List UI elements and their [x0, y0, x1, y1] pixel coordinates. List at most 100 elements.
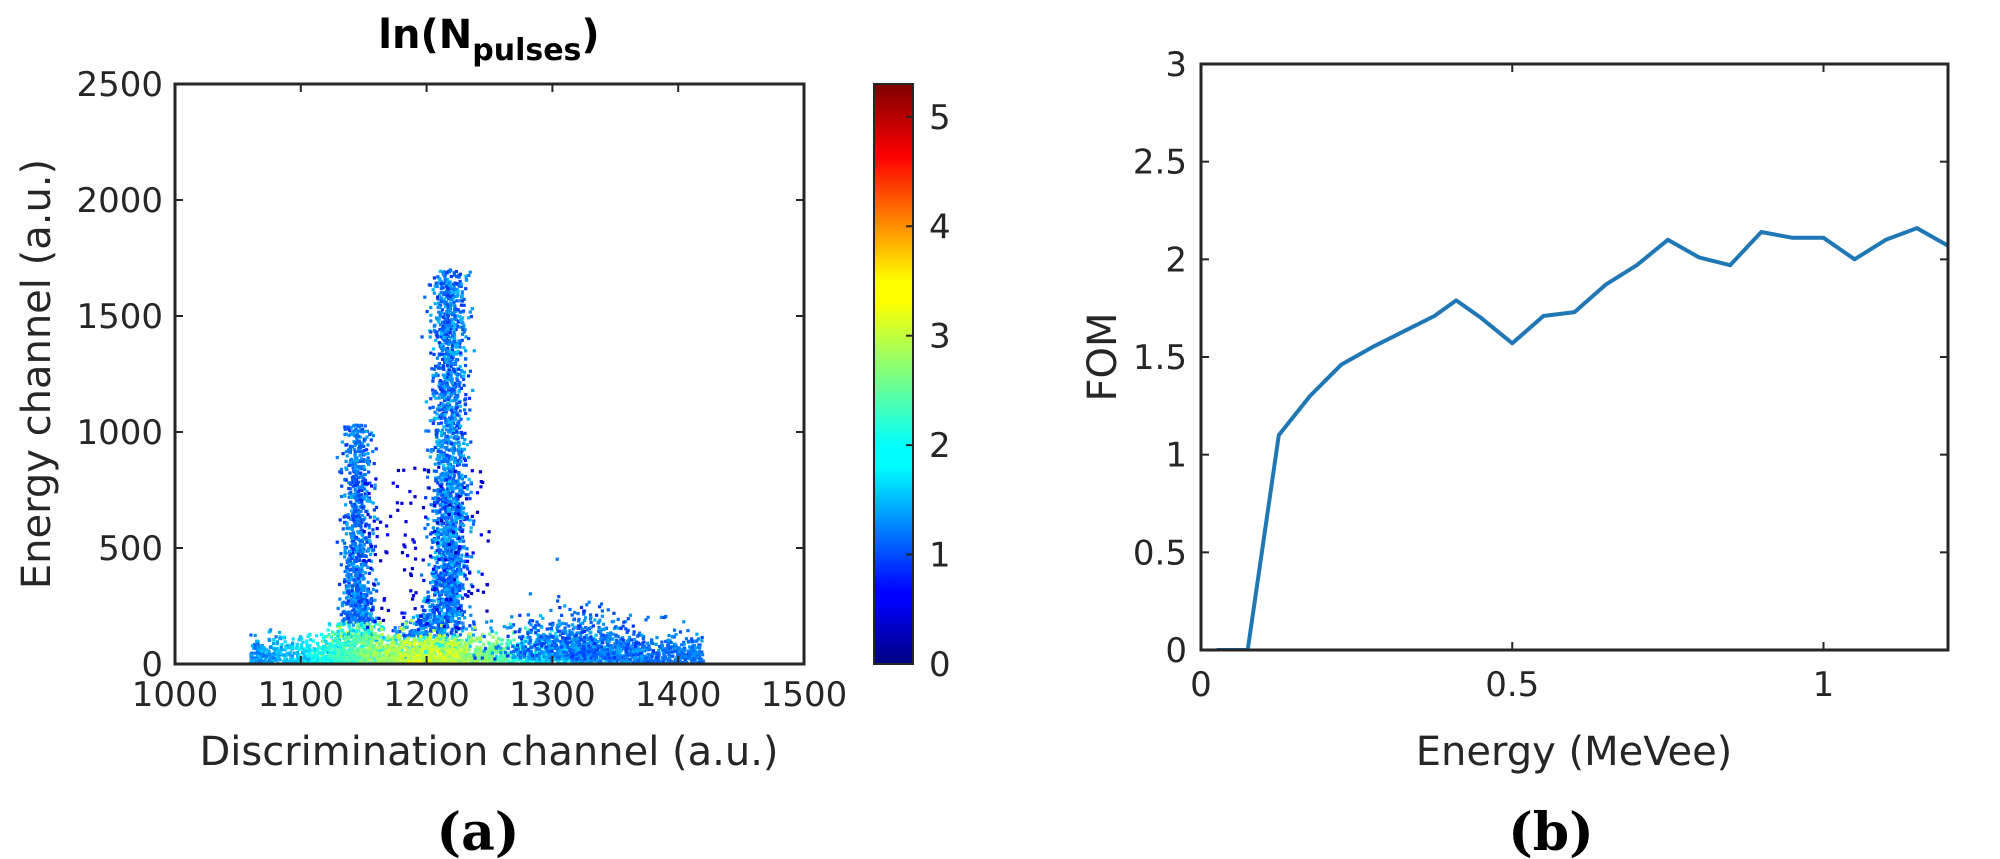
- density-point: [456, 274, 461, 278]
- density-point: [365, 598, 369, 602]
- density-point: [370, 568, 374, 572]
- density-point: [443, 573, 447, 577]
- density-point: [453, 448, 457, 452]
- density-point: [443, 312, 447, 316]
- density-point: [454, 307, 458, 311]
- density-point: [478, 658, 482, 662]
- density-point: [440, 521, 444, 526]
- density-point: [339, 613, 343, 617]
- density-point: [682, 620, 686, 624]
- density-point: [457, 491, 462, 496]
- density-point: [280, 642, 284, 647]
- density-point: [335, 646, 339, 650]
- density-point: [453, 324, 457, 328]
- density-point: [468, 639, 472, 643]
- density-point: [459, 608, 464, 612]
- density-point: [353, 463, 358, 467]
- density-point: [346, 599, 350, 603]
- density-point: [342, 591, 346, 595]
- density-point: [455, 554, 459, 558]
- density-point: [439, 287, 444, 291]
- density-point: [441, 324, 446, 329]
- density-point: [444, 456, 449, 461]
- density-point: [451, 541, 455, 546]
- density-point: [368, 499, 372, 504]
- density-point: [442, 354, 446, 359]
- density-point: [350, 517, 354, 521]
- density-point: [362, 478, 366, 483]
- density-point: [428, 283, 433, 287]
- density-point: [442, 291, 446, 295]
- density-point: [460, 627, 465, 631]
- density-point: [462, 330, 466, 334]
- density-point: [447, 552, 451, 556]
- density-point: [346, 616, 351, 620]
- density-point: [454, 328, 458, 332]
- density-point: [349, 598, 353, 602]
- density-point: [354, 629, 359, 633]
- density-point: [360, 520, 364, 525]
- density-point: [433, 416, 437, 420]
- density-point: [354, 429, 359, 433]
- density-point: [459, 559, 463, 563]
- density-point: [434, 396, 438, 400]
- density-point: [452, 597, 456, 602]
- density-point: [449, 525, 453, 529]
- density-point: [458, 345, 462, 349]
- density-point: [428, 406, 432, 410]
- density-point: [408, 620, 413, 625]
- density-point: [435, 511, 439, 515]
- density-point: [458, 594, 462, 598]
- density-point: [461, 454, 466, 458]
- density-point: [462, 370, 467, 374]
- density-point: [448, 574, 452, 578]
- density-point: [450, 424, 454, 428]
- density-point: [449, 399, 453, 403]
- density-point: [452, 496, 456, 501]
- density-point: [459, 604, 463, 608]
- density-point: [452, 328, 456, 332]
- density-point: [365, 594, 369, 598]
- density-point: [332, 639, 337, 643]
- density-point: [439, 279, 443, 284]
- density-point: [453, 569, 457, 574]
- density-point: [347, 526, 351, 530]
- density-point: [464, 357, 468, 361]
- density-point: [423, 617, 427, 621]
- density-point: [460, 435, 464, 440]
- density-point: [446, 484, 451, 488]
- density-point: [429, 313, 433, 317]
- density-point: [358, 572, 362, 576]
- density-point: [351, 537, 355, 541]
- density-point: [438, 314, 442, 318]
- density-point: [328, 642, 332, 646]
- density-point: [363, 571, 368, 575]
- density-point: [362, 459, 366, 464]
- density-point: [464, 411, 468, 416]
- density-point: [453, 610, 458, 614]
- density-point: [440, 352, 444, 356]
- density-point: [436, 275, 440, 279]
- density-point: [508, 641, 513, 645]
- density-point: [467, 652, 471, 656]
- density-point: [435, 330, 439, 334]
- density-point: [351, 538, 355, 543]
- density-point: [458, 340, 463, 344]
- density-point: [434, 371, 438, 376]
- density-point: [446, 346, 450, 351]
- density-point: [429, 646, 433, 650]
- density-point: [455, 582, 459, 586]
- density-point: [424, 496, 428, 500]
- density-point: [464, 638, 469, 642]
- density-point: [278, 658, 282, 662]
- density-point: [432, 352, 436, 357]
- density-point: [434, 364, 438, 368]
- density-point: [356, 423, 360, 427]
- density-point: [454, 495, 458, 500]
- density-point: [451, 311, 455, 315]
- density-point: [417, 636, 421, 641]
- density-point: [391, 629, 395, 633]
- density-point: [451, 481, 455, 485]
- density-point: [445, 378, 449, 382]
- density-point: [435, 435, 439, 439]
